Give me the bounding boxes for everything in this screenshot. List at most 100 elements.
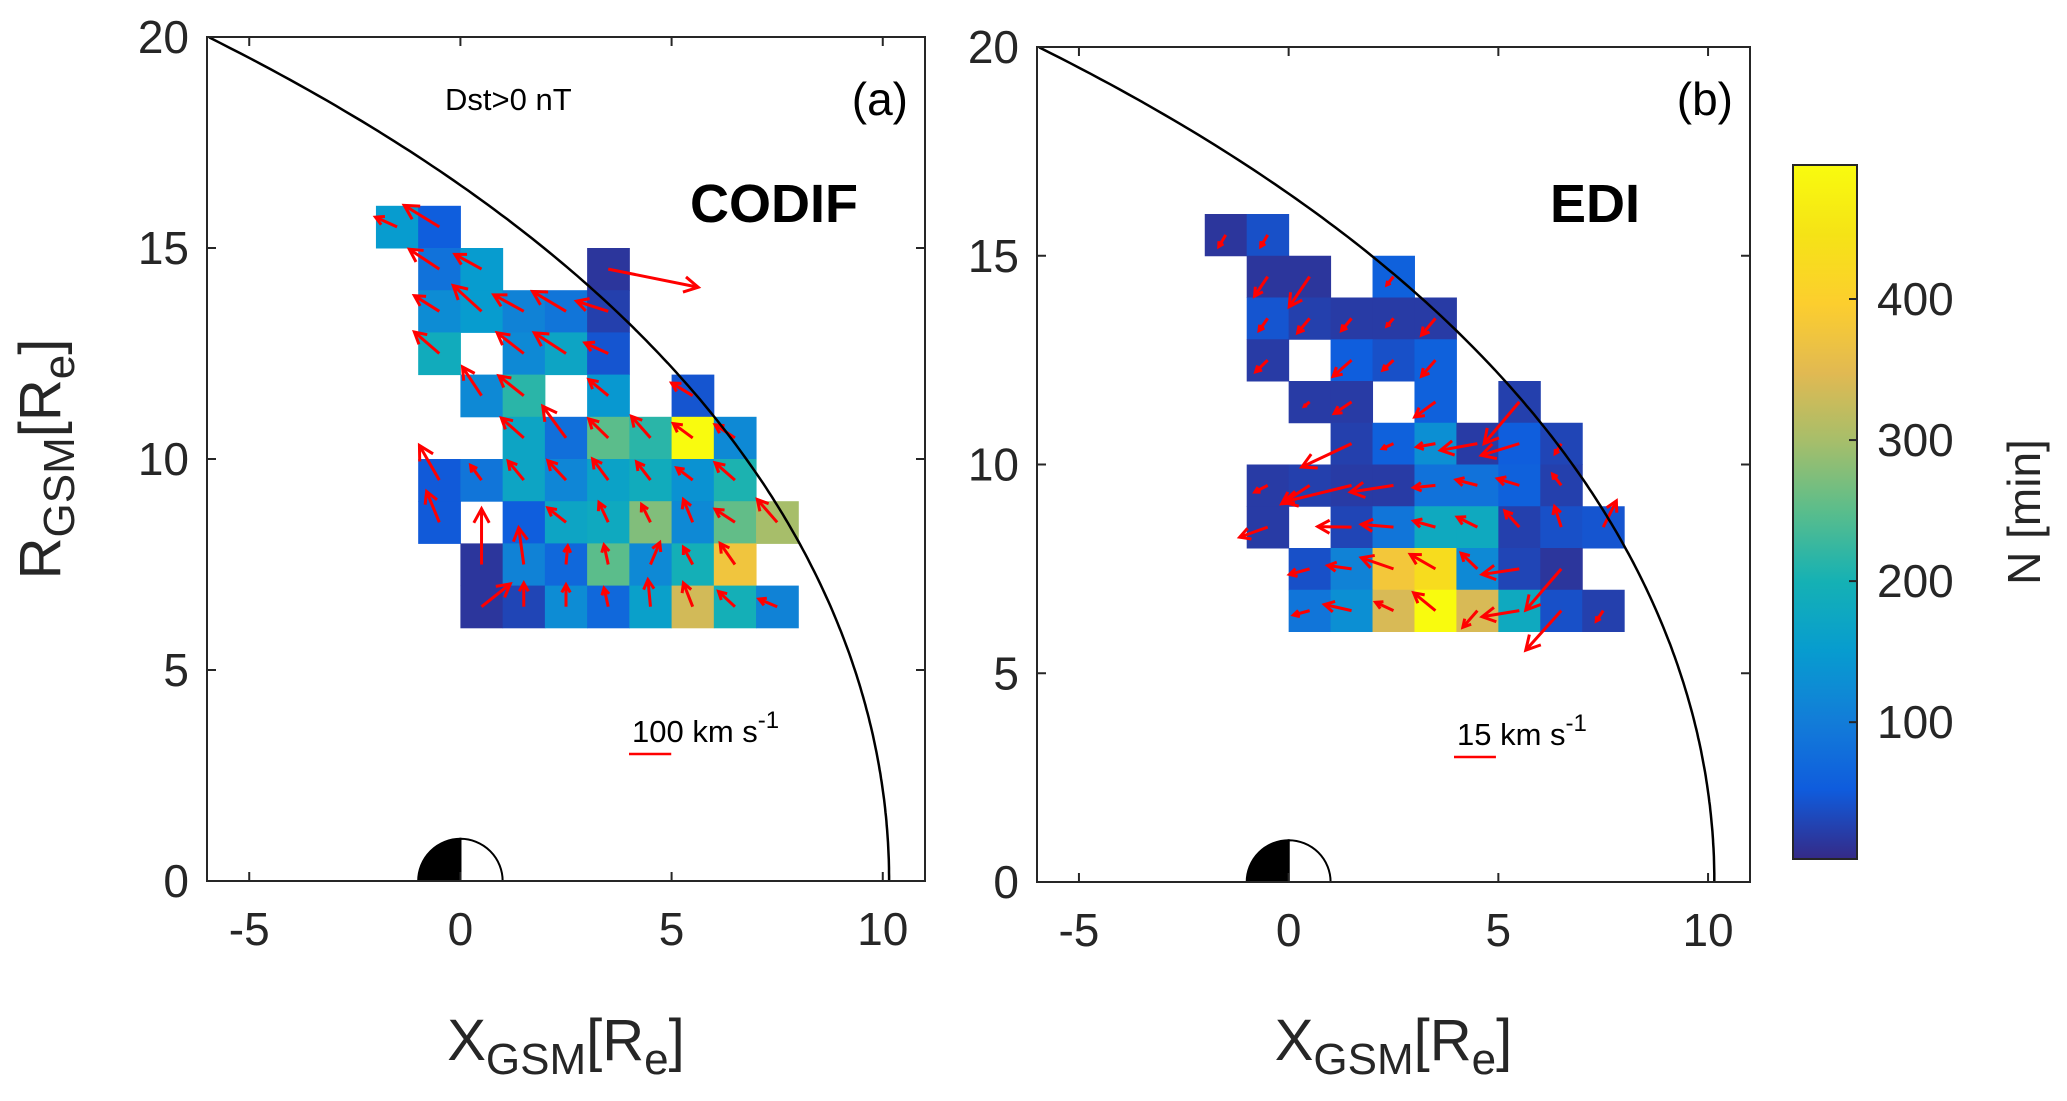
colorbar-ticks: 100 200 300 400 [1849, 273, 1954, 748]
velocity-arrow [639, 501, 652, 523]
velocity-arrow [681, 544, 695, 566]
velocity-arrow [1298, 442, 1353, 470]
heatmap-cell [1456, 506, 1499, 549]
velocity-arrow [674, 465, 694, 482]
velocity-arrow [1482, 400, 1521, 447]
axis-ticks [1037, 46, 1750, 883]
velocity-arrow [372, 214, 398, 229]
heatmap-cell [629, 585, 673, 629]
velocity-arrow [1437, 439, 1478, 457]
colorbar-tick-label: 200 [1877, 555, 1954, 607]
velocity-arrow [586, 377, 610, 397]
heatmap-cell [671, 585, 715, 629]
heatmap-cell [375, 205, 419, 249]
colorbar-label: N [min] [1998, 439, 2050, 585]
axis-ticks [207, 36, 925, 882]
velocity-arrow [412, 329, 441, 355]
velocity-arrow [1259, 234, 1269, 250]
velocity-arrow [680, 496, 695, 523]
instrument-label: CODIF [690, 174, 858, 234]
y-tick-label: 15 [138, 222, 189, 274]
x-tick-label: 10 [857, 903, 908, 955]
earth-nightside [1245, 839, 1290, 883]
velocity-arrow [1339, 317, 1353, 334]
velocity-arrow [499, 416, 525, 440]
velocity-arrow [668, 381, 694, 397]
heatmap-cell [671, 374, 715, 418]
velocity-arrow [1314, 518, 1352, 535]
colorbar-tick-label: 400 [1877, 273, 1954, 325]
velocity-arrow [494, 330, 525, 355]
y-tick-label: 0 [163, 855, 189, 907]
velocity-arrow [712, 507, 736, 524]
velocity-arrow [634, 459, 652, 482]
y-tick-label: 10 [138, 433, 189, 485]
heatmap-cell [460, 459, 504, 502]
heatmap-cell [1414, 589, 1457, 632]
heatmap-cell [1582, 506, 1625, 549]
heatmap-cell [629, 543, 673, 587]
colorbar-tick-label: 300 [1877, 414, 1954, 466]
heatmap-cell [418, 501, 461, 544]
heatmap-cell [1330, 422, 1374, 465]
heatmap-cell [544, 416, 588, 460]
velocity-arrow [1551, 503, 1563, 528]
velocity-arrow [718, 540, 737, 566]
velocity-arrow [1286, 567, 1311, 578]
velocity-arrow [1419, 317, 1437, 338]
velocity-arrow [406, 247, 441, 271]
heatmap-cell [1540, 464, 1583, 507]
velocity-arrow [1295, 317, 1311, 336]
heatmap-cell [1498, 464, 1541, 507]
velocity-arrow [517, 579, 530, 607]
velocity-arrow [1257, 317, 1269, 334]
heatmap-cell [1372, 464, 1415, 507]
velocity-arrow [596, 499, 610, 523]
heatmap-cell [756, 585, 799, 629]
heatmap-cell [1498, 589, 1541, 632]
velocity-arrow [1479, 564, 1520, 582]
velocity-arrow [590, 456, 610, 481]
x-tick-label: 0 [1276, 904, 1302, 956]
x-tick-label: 10 [1682, 904, 1733, 956]
velocity-arrow [460, 364, 483, 397]
velocity-arrow [1384, 275, 1395, 288]
velocity-arrow [1280, 483, 1352, 508]
heatmap-cell [460, 374, 504, 418]
colorbar: 100 200 300 400 N [min] [1792, 164, 2050, 860]
velocity-arrow [1594, 609, 1605, 624]
y-tick-label: 10 [968, 439, 1019, 491]
velocity-arrow [670, 421, 694, 440]
heatmap-cell [1330, 589, 1374, 632]
heatmap-cell [587, 501, 630, 544]
velocity-arrow [468, 462, 483, 481]
heatmap-cell [502, 501, 546, 544]
velocity-arrow [1458, 551, 1479, 570]
velocity-arrow [480, 581, 513, 608]
velocity-arrow [1478, 442, 1520, 461]
heatmap-cell [1246, 339, 1290, 382]
heatmap-cell [587, 332, 630, 376]
x-tick-label: 0 [448, 903, 474, 955]
earth-icon [417, 837, 504, 882]
earth-nightside [417, 837, 462, 882]
heatmap-cell [1498, 548, 1541, 591]
heatmap-cell [671, 501, 715, 544]
velocity-arrow [1330, 358, 1353, 379]
heatmap-cell [1246, 506, 1290, 549]
velocity-arrow [755, 497, 779, 524]
velocity-arrow [506, 458, 525, 482]
velocity-arrow [1454, 515, 1479, 529]
velocity-arrow [1419, 359, 1437, 379]
velocity-arrow [1523, 567, 1563, 613]
heatmap-cell [671, 459, 715, 502]
heatmap-cell [587, 290, 630, 333]
scale-arrow-label: 100 km s-1 [632, 707, 779, 749]
velocity-arrow [1287, 275, 1311, 310]
scale-arrow-label: 15 km s-1 [1457, 710, 1587, 752]
velocity-arrow [1384, 317, 1395, 329]
heatmap-cell [1456, 464, 1499, 507]
heatmap-cell [1288, 381, 1332, 424]
velocity-arrow [1411, 590, 1437, 612]
heatmap-cell [418, 205, 461, 249]
